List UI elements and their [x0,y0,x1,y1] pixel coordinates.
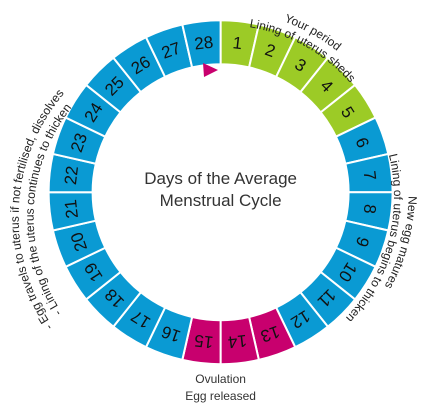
day-number-1: 1 [232,33,244,53]
day-number-15: 15 [193,331,214,352]
day-number-21: 21 [61,199,82,220]
center-title-line-2: Menstrual Cycle [160,191,282,210]
day-segment-28 [181,19,222,69]
day-number-22: 22 [61,165,82,186]
day-number-7: 7 [360,170,380,182]
day-segments: 1 234567891011121314151617181920212223242… [47,19,394,366]
day-number-14: 14 [227,331,248,352]
ovulation-label-line-2: Egg released [185,389,256,403]
day-number-28: 28 [193,33,214,54]
ovulation-label-line-1: Ovulation [195,372,246,386]
center-title-line-1: Days of the Average [144,169,297,188]
day-number-8: 8 [360,203,380,215]
current-day-marker-icon [203,63,218,77]
